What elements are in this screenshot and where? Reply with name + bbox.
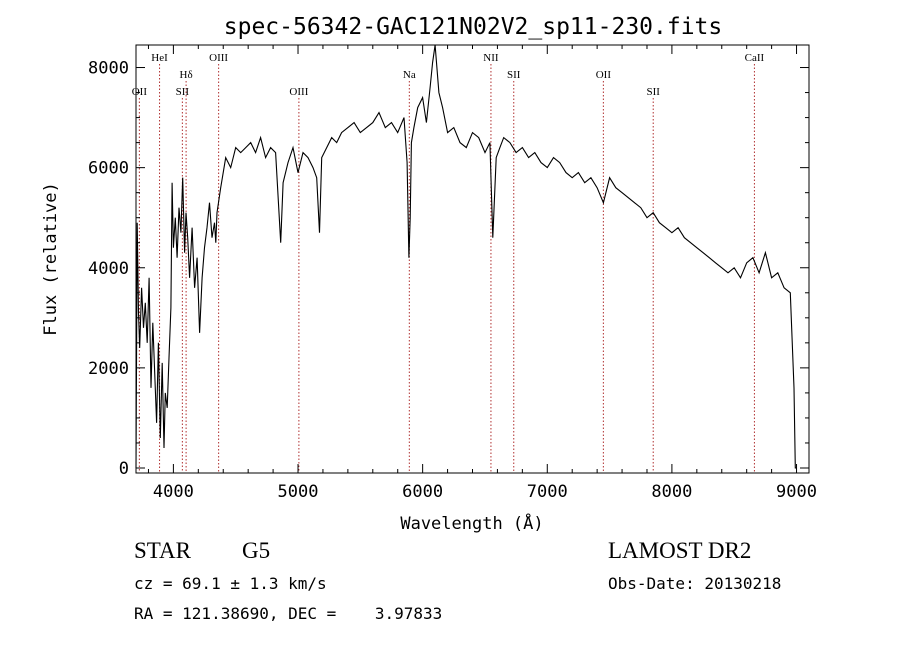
x-tick-label: 9000 [776,482,817,502]
line-marker-label: SII [507,69,521,81]
x-tick-label: 6000 [402,482,443,502]
y-tick-label: 6000 [88,159,129,179]
line-marker-label: SII [176,86,190,98]
y-tick-label: 0 [119,459,129,479]
line-marker-label: OII [132,86,148,98]
y-axis: 0 2000 4000 6000 8000 [88,59,809,479]
object-subclass: G5 [242,538,271,563]
line-marker-label: OIII [289,86,308,98]
line-marker-label: SII [646,86,660,98]
y-tick-label: 4000 [88,259,129,279]
line-markers: OII HeI Hδ SII OIII OIII Na NII SII OII SII CaII [132,52,765,473]
survey-name: LAMOST DR2 [608,538,752,563]
y-tick-label: 2000 [88,359,129,379]
line-marker-label: CaII [745,52,765,64]
line-marker-label: Na [403,69,416,81]
line-marker-label: OIII [209,52,228,64]
x-axis-label: Wavelength (Å) [400,512,543,534]
y-axis-label: Flux (relative) [41,182,61,336]
x-tick-label: 4000 [153,482,194,502]
chart-title: spec-56342-GAC121N02V2_sp11-230.fits [224,14,723,40]
object-class: STAR [134,538,191,563]
line-marker-label: HeI [151,52,168,64]
line-marker-label: Hδ [180,69,193,81]
line-marker-label: NII [483,52,499,64]
x-axis: 4000 5000 6000 7000 8000 9000 [147,45,817,502]
y-tick-label: 8000 [88,59,129,79]
line-marker-label: OII [596,69,612,81]
x-tick-label: 7000 [527,482,568,502]
x-tick-label: 8000 [651,482,692,502]
plot-frame [135,44,810,474]
coordinates-readout: RA = 121.38690, DEC = 3.97833 [134,604,443,623]
observation-date: Obs-Date: 20130218 [608,574,782,593]
spectrum-line [135,44,797,469]
redshift-readout: cz = 69.1 ± 1.3 km/s [134,574,327,593]
x-tick-label: 5000 [278,482,319,502]
